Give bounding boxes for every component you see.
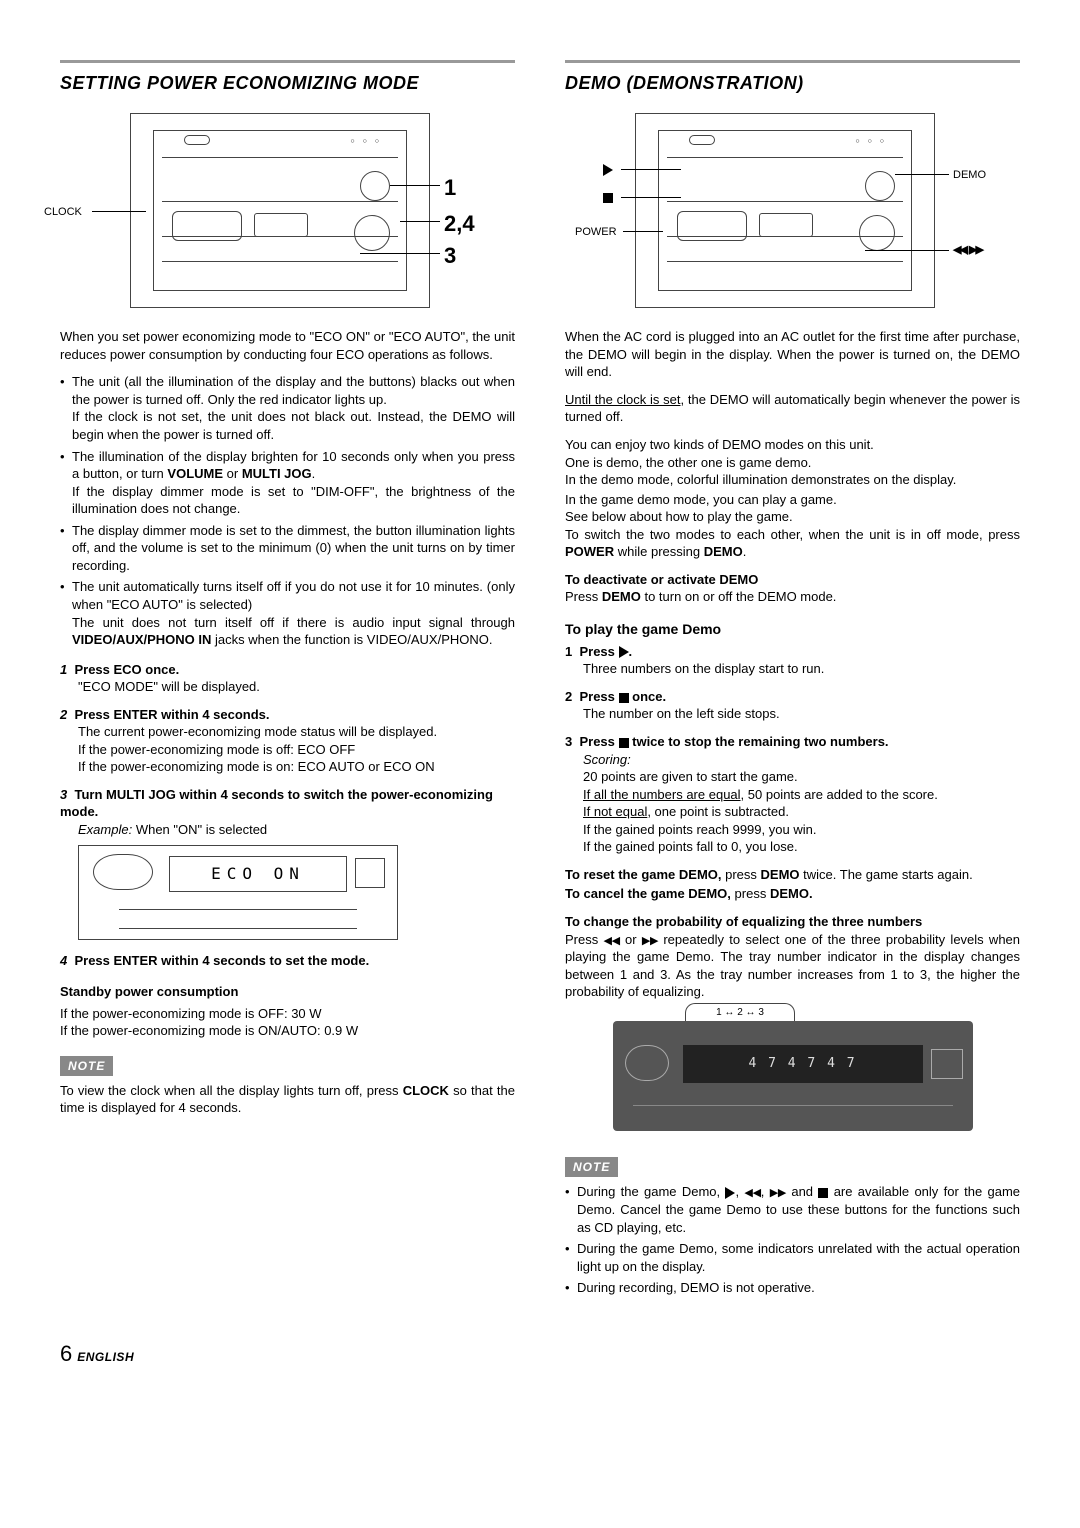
page-footer: 6 ENGLISH — [60, 1339, 1020, 1369]
demo-label: DEMO — [953, 168, 986, 183]
step-2: 2 Press ENTER within 4 seconds. The curr… — [60, 706, 515, 776]
step-1: 1 Press ECO once. "ECO MODE" will be dis… — [60, 661, 515, 696]
deactivate-head: To deactivate or activate DEMO — [565, 572, 758, 587]
left-column: SETTING POWER ECONOMIZING MODE ○ ○ ○ CLO… — [60, 60, 515, 1309]
seek-label: , — [953, 243, 982, 258]
game-display: 4 7 4 7 4 7 — [613, 1021, 973, 1131]
step-3: 3 Turn MULTI JOG within 4 seconds to swi… — [60, 786, 515, 940]
demo-step-2: 2 Press once. The number on the left sid… — [565, 688, 1020, 723]
eco-device-diagram: ○ ○ ○ — [130, 113, 430, 308]
stop-icon — [619, 738, 629, 748]
right-notes: During the game Demo, , , and are availa… — [565, 1183, 1020, 1297]
demo-step-1: 1 Press . Three numbers on the display s… — [565, 643, 1020, 678]
tray-indicator: 1 ↔ 2 ↔ 3 — [685, 1003, 795, 1021]
eco-bullets: The unit (all the illumination of the di… — [60, 373, 515, 648]
callout-3: 3 — [444, 241, 456, 271]
ac-cord-para: When the AC cord is plugged into an AC o… — [565, 328, 1020, 381]
play-icon — [619, 646, 629, 658]
page-number: 6 — [60, 1341, 72, 1366]
play-icon — [603, 163, 613, 178]
page-language: ENGLISH — [77, 1350, 134, 1364]
power-label: POWER — [575, 225, 617, 240]
stop-icon — [619, 693, 629, 703]
note-tag-right: NOTE — [565, 1157, 618, 1177]
stop-icon — [603, 191, 613, 206]
note-tag-left: NOTE — [60, 1056, 113, 1076]
play-game-head: To play the game Demo — [565, 620, 1020, 639]
stop-icon — [818, 1188, 828, 1198]
lcd-eco-on: ECO ON — [78, 845, 398, 940]
right-title: DEMO (DEMONSTRATION) — [565, 71, 1020, 95]
callout-1: 1 — [444, 173, 456, 203]
callout-24: 2,4 — [444, 209, 475, 239]
play-icon — [725, 1187, 735, 1199]
demo-device-diagram: ○ ○ ○ — [635, 113, 935, 308]
rewind-icon — [744, 1184, 760, 1199]
standby-head: Standby power consumption — [60, 983, 515, 1001]
left-note: To view the clock when all the display l… — [60, 1082, 515, 1117]
rewind-icon — [604, 932, 620, 947]
step-4: 4 Press ENTER within 4 seconds to set th… — [60, 952, 515, 970]
demo-step-3: 3 Press twice to stop the remaining two … — [565, 733, 1020, 856]
left-title: SETTING POWER ECONOMIZING MODE — [60, 71, 515, 95]
right-column: DEMO (DEMONSTRATION) ○ ○ ○ — [565, 60, 1020, 1309]
prob-head: To change the probability of equalizing … — [565, 914, 922, 929]
forward-icon — [642, 932, 658, 947]
forward-icon — [770, 1184, 786, 1199]
clock-label: CLOCK — [44, 205, 82, 220]
eco-intro: When you set power economizing mode to "… — [60, 328, 515, 363]
